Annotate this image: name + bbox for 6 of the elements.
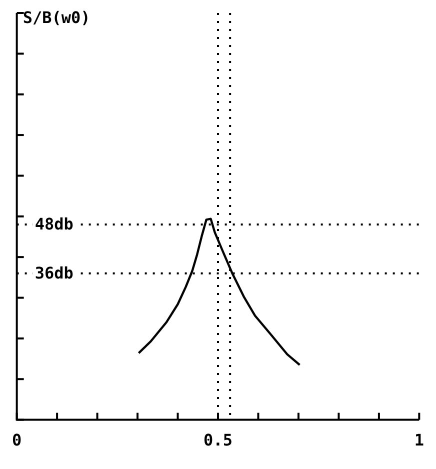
y-axis-title: S/B(w0) <box>22 8 90 28</box>
ref-line-label: 48db <box>34 214 74 234</box>
ref-line-label: 36db <box>34 264 74 283</box>
x-tick-label: 0.5 <box>204 430 232 450</box>
x-tick-label: 0 <box>12 430 22 450</box>
x-tick-label: 1 <box>414 430 424 450</box>
